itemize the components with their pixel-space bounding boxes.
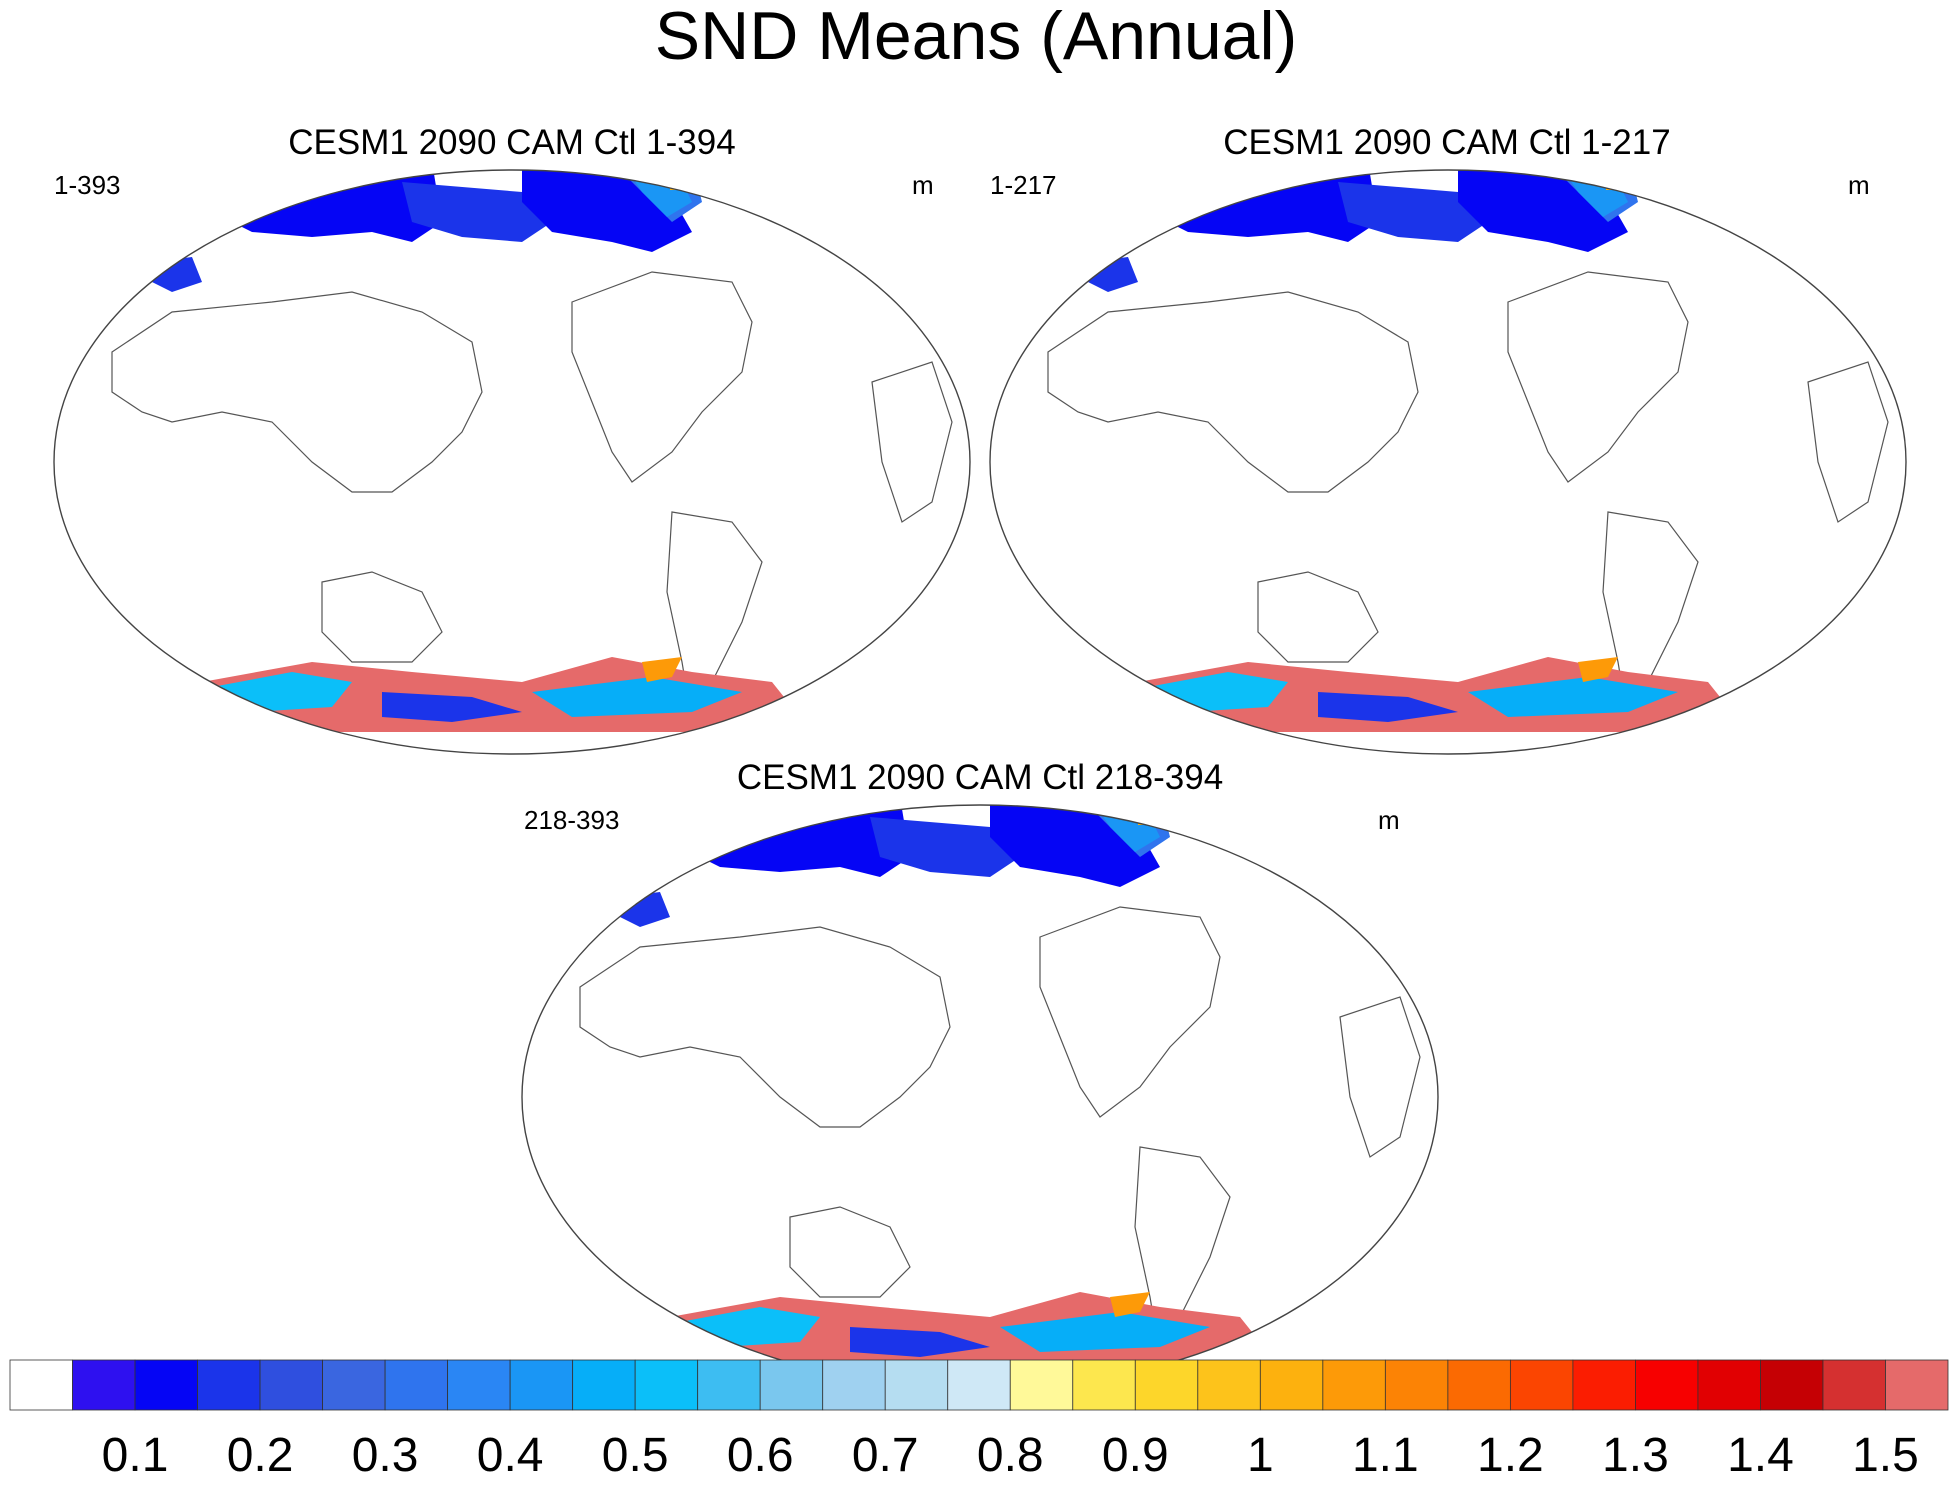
colorbar-swatch [1822, 1359, 1886, 1411]
colorbar-swatch [1697, 1359, 1761, 1411]
colorbar-label: 0.5 [601, 1429, 669, 1482]
map-border [53, 169, 971, 755]
colorbar-swatch [1509, 1359, 1574, 1411]
colorbar-swatch [1197, 1359, 1261, 1411]
colorbar-swatch [572, 1359, 636, 1411]
antarctic-peninsula [1578, 657, 1618, 682]
panel-3-map [521, 804, 1439, 1390]
colorbar-label: 0.7 [851, 1429, 919, 1482]
panel-1-title: CESM1 2090 CAM Ctl 1-394 [288, 123, 736, 162]
panel-3-units-label: m [1378, 805, 1400, 835]
panel-2-map [989, 169, 1907, 755]
colorbar-swatch [1134, 1359, 1199, 1411]
colorbar-swatch [1760, 1359, 1824, 1411]
colorbar-swatch [509, 1359, 574, 1411]
colorbar-label: 0.3 [351, 1429, 419, 1482]
colorbar-swatch [1384, 1359, 1449, 1411]
snow-cover-north [402, 182, 552, 242]
coastline [579, 926, 951, 1128]
antarctica-blue-c [1000, 1312, 1210, 1352]
colorbar-swatch [1072, 1359, 1136, 1411]
colorbar-label: 1.5 [1852, 1429, 1919, 1482]
colorbar-swatch [947, 1359, 1011, 1411]
colorbar-swatch [1885, 1359, 1949, 1411]
colorbar-swatch [697, 1359, 761, 1411]
snow-cover-north [870, 817, 1020, 877]
panel-1-left-label: 1-393 [54, 170, 121, 200]
map-border [989, 169, 1907, 755]
coastline [871, 361, 953, 523]
colorbar-swatch [1572, 1359, 1636, 1411]
panel-2-left-label: 1-217 [990, 170, 1057, 200]
panel-1-units-label: m [912, 170, 934, 200]
colorbar-label: 0.6 [726, 1429, 794, 1482]
antarctica-blue-c [1468, 677, 1678, 717]
panel-3-title: CESM1 2090 CAM Ctl 218-394 [736, 758, 1224, 797]
coastline [1339, 996, 1421, 1158]
colorbar-label: 1.1 [1351, 1429, 1419, 1482]
colorbar-swatch [1009, 1359, 1074, 1411]
snow-cover-north [1338, 182, 1488, 242]
colorbar-label: 0.4 [476, 1429, 544, 1482]
map-content [111, 170, 953, 732]
antarctica-blue-c [532, 677, 742, 717]
figure-title: SND Means (Annual) [654, 0, 1298, 74]
colorbar-label: 1.3 [1602, 1429, 1669, 1482]
map-content [579, 805, 1421, 1367]
antarctica-blue-b [1318, 692, 1458, 722]
colorbar-swatch [197, 1359, 261, 1411]
colorbar-swatch [447, 1359, 511, 1411]
colorbar-swatch [9, 1359, 73, 1411]
coastline [1039, 906, 1221, 1118]
colorbar-label: 0.2 [226, 1429, 294, 1482]
coastline [1047, 291, 1419, 493]
colorbar-label: 0.8 [976, 1429, 1044, 1482]
colorbar-label: 1.4 [1727, 1429, 1794, 1482]
coastline [571, 271, 753, 483]
map-content [1047, 170, 1889, 732]
colorbar-label: 0.1 [101, 1429, 169, 1482]
antarctica-blue-b [382, 692, 522, 722]
colorbar-swatch [384, 1359, 449, 1411]
panel-2-units-label: m [1848, 170, 1870, 200]
coastline [111, 291, 483, 493]
coastline [1807, 361, 1889, 523]
colorbar-label: 1 [1246, 1429, 1274, 1482]
coastline [321, 571, 443, 663]
panel-2-title: CESM1 2090 CAM Ctl 1-217 [1223, 123, 1671, 162]
colorbar-swatch [634, 1359, 699, 1411]
coastline [1257, 571, 1379, 663]
panel-3-left-label: 218-393 [524, 805, 620, 835]
antarctic-peninsula [642, 657, 682, 682]
antarctic-peninsula [1110, 1292, 1150, 1317]
colorbar-swatch [759, 1359, 824, 1411]
colorbar-swatch [1635, 1359, 1699, 1411]
colorbar-swatch [1322, 1359, 1386, 1411]
panel-1-map [53, 169, 971, 755]
coastline [789, 1206, 911, 1298]
colorbar-swatch [822, 1359, 886, 1411]
colorbar-swatch [884, 1359, 949, 1411]
colorbar-label: 1.2 [1477, 1429, 1544, 1482]
colorbar-swatch [72, 1359, 136, 1411]
colorbar-swatch [134, 1359, 198, 1411]
colorbar-swatch [322, 1359, 386, 1411]
colorbar-label: 0.9 [1101, 1429, 1169, 1482]
coastline [1507, 271, 1689, 483]
colorbar-swatch [1447, 1359, 1511, 1411]
antarctica-blue-b [850, 1327, 990, 1357]
colorbar-swatch [1259, 1359, 1324, 1411]
colorbar-swatch [259, 1359, 323, 1411]
